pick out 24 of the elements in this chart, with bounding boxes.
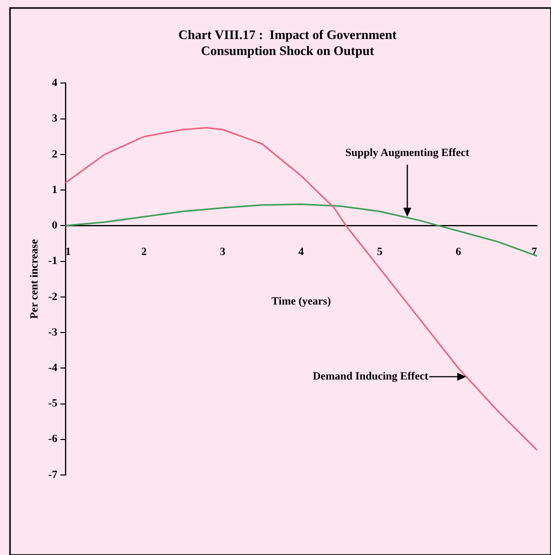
x-tick-label: 2: [141, 246, 148, 258]
y-axis-title: Per cent increase: [28, 239, 40, 319]
y-tick-label: -6: [48, 433, 58, 446]
x-axis-title: Time (years): [271, 295, 332, 308]
x-tick-label: 6: [456, 246, 462, 258]
annotation: Supply Augmenting Effect: [345, 147, 470, 160]
y-tick-label: -5: [48, 398, 58, 410]
x-tick-label: 5: [377, 246, 384, 258]
y-tick-label: 2: [52, 148, 58, 160]
y-tick-label: 1: [52, 184, 58, 196]
y-tick-label: -4: [48, 362, 58, 374]
y-tick-label: 4: [52, 77, 58, 90]
x-tick-label: 3: [220, 246, 226, 258]
y-tick-label: 3: [52, 112, 58, 125]
y-tick-label: 0: [52, 220, 58, 232]
x-tick-label: 4: [298, 246, 304, 258]
y-tick-label: -7: [48, 468, 58, 481]
y-tick-label: -3: [48, 326, 58, 338]
annotation: Demand Inducing Effect: [312, 370, 429, 383]
x-tick-label: 1: [65, 246, 71, 258]
y-tick-label: -1: [48, 255, 58, 268]
text: Consumption Shock on Output: [200, 42, 374, 58]
y-tick-label: -2: [48, 290, 58, 303]
text: Chart VIII.17 : Impact of Government: [178, 27, 397, 42]
